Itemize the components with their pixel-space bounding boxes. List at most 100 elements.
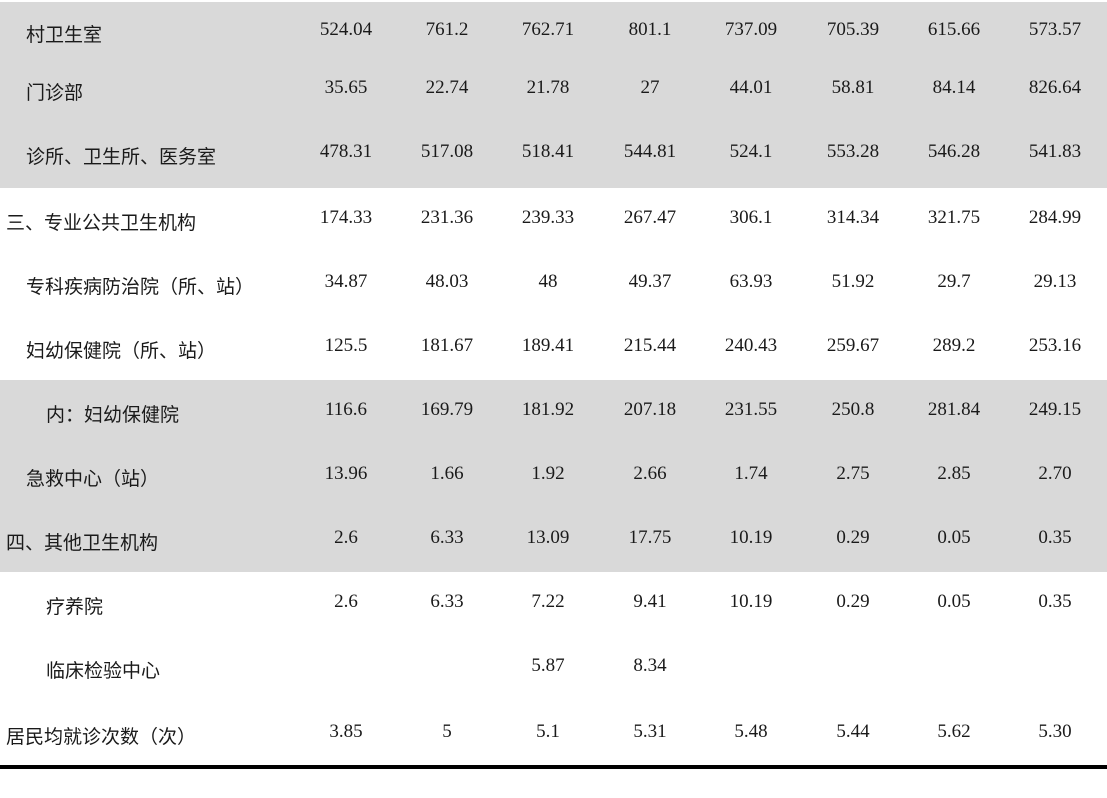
table-cell: 22.74 [425,77,469,98]
table-bottom-rule [0,765,1107,769]
table-cell: 5.87 [531,655,565,676]
table-cell: 826.64 [1028,77,1082,98]
row-label: 居民均就诊次数（次） [6,726,197,748]
row-label: 四、其他卫生机构 [6,532,159,554]
table-cell: 546.28 [927,141,981,162]
table-cell: 553.28 [826,141,880,162]
table-cell: 5.62 [937,721,971,742]
table-cell: 2.6 [334,527,358,548]
table-cell: 517.08 [420,141,474,162]
table-cell: 231.55 [724,399,778,420]
table-cell: 0.29 [836,591,870,612]
table-cell: 573.57 [1028,19,1082,40]
table-cell: 13.09 [526,527,570,548]
row-label: 门诊部 [26,82,84,104]
table-cell: 0.35 [1038,591,1072,612]
table-cell: 7.22 [531,591,565,612]
table-cell: 321.75 [927,207,981,228]
table-cell: 306.1 [729,207,773,228]
row-label: 急救中心（站） [26,468,160,490]
table-cell: 6.33 [430,591,464,612]
table-cell: 5.48 [734,721,768,742]
row-label: 妇幼保健院（所、站） [26,340,217,362]
table-cell: 1.66 [430,463,464,484]
table-cell: 541.83 [1028,141,1082,162]
row-label: 诊所、卫生所、医务室 [26,146,217,168]
table-cell: 253.16 [1028,335,1082,356]
table-cell: 10.19 [729,527,773,548]
table-cell: 289.2 [932,335,976,356]
row-label: 临床检验中心 [46,660,161,682]
table-cell: 5 [442,721,452,742]
table-cell: 48.03 [425,271,469,292]
table-cell: 2.75 [836,463,870,484]
table-cell: 2.66 [633,463,667,484]
table-cell: 17.75 [628,527,672,548]
table-cell: 250.8 [831,399,875,420]
table-cell: 231.36 [420,207,474,228]
table-cell: 125.5 [324,335,368,356]
table-cell: 51.92 [831,271,875,292]
table-cell: 29.7 [937,271,971,292]
table-cell: 314.34 [826,207,880,228]
table-cell: 1.92 [531,463,565,484]
table-cell: 215.44 [623,335,677,356]
table-cell: 761.2 [425,19,469,40]
table-cell: 0.05 [937,591,971,612]
table-cell: 259.67 [826,335,880,356]
table-cell: 524.04 [319,19,373,40]
table-cell: 239.33 [521,207,575,228]
table-cell: 5.31 [633,721,667,742]
table-cell: 58.81 [831,77,875,98]
table-cell: 5.30 [1038,721,1072,742]
table-cell: 34.87 [324,271,368,292]
row-label: 专科疾病防治院（所、站） [26,276,255,298]
table-cell: 1.74 [734,463,768,484]
table-cell: 181.92 [521,399,575,420]
table-cell: 49.37 [628,271,672,292]
table-cell: 249.15 [1028,399,1082,420]
table-cell: 9.41 [633,591,667,612]
table-cell: 762.71 [521,19,575,40]
table-cell: 284.99 [1028,207,1082,228]
table-cell: 0.29 [836,527,870,548]
row-label: 三、专业公共卫生机构 [6,212,197,234]
table-cell: 240.43 [724,335,778,356]
table-cell: 29.13 [1033,271,1077,292]
table-cell: 737.09 [724,19,778,40]
table-cell: 524.1 [729,141,773,162]
table-cell: 705.39 [826,19,880,40]
table-cell: 44.01 [729,77,773,98]
table-cell: 63.93 [729,271,773,292]
table-cell: 10.19 [729,591,773,612]
table-cell: 116.6 [324,399,368,420]
table-cell: 189.41 [521,335,575,356]
table-cell: 0.05 [937,527,971,548]
table-cell: 801.1 [628,19,672,40]
table-cell: 174.33 [319,207,373,228]
table-cell: 8.34 [633,655,667,676]
table-cell: 48 [538,271,558,292]
table-cell: 267.47 [623,207,677,228]
table-cell: 6.33 [430,527,464,548]
table-cell: 281.84 [927,399,981,420]
table-cell: 2.6 [334,591,358,612]
table-cell: 181.67 [420,335,474,356]
row-label: 村卫生室 [26,24,103,46]
table-cell: 2.85 [937,463,971,484]
table-cell: 615.66 [927,19,981,40]
table-cell: 21.78 [526,77,570,98]
row-label: 疗养院 [46,596,104,618]
table-cell: 13.96 [324,463,368,484]
table-cell: 544.81 [623,141,677,162]
table-cell: 5.1 [536,721,560,742]
table-cell: 2.70 [1038,463,1072,484]
table-cell: 169.79 [420,399,474,420]
shaded-band [0,380,1107,572]
table-cell: 5.44 [836,721,870,742]
row-label: 内：妇幼保健院 [46,404,180,426]
table-cell: 0.35 [1038,527,1072,548]
table-cell: 518.41 [521,141,575,162]
table-cell: 478.31 [319,141,373,162]
shaded-band [0,2,1107,188]
